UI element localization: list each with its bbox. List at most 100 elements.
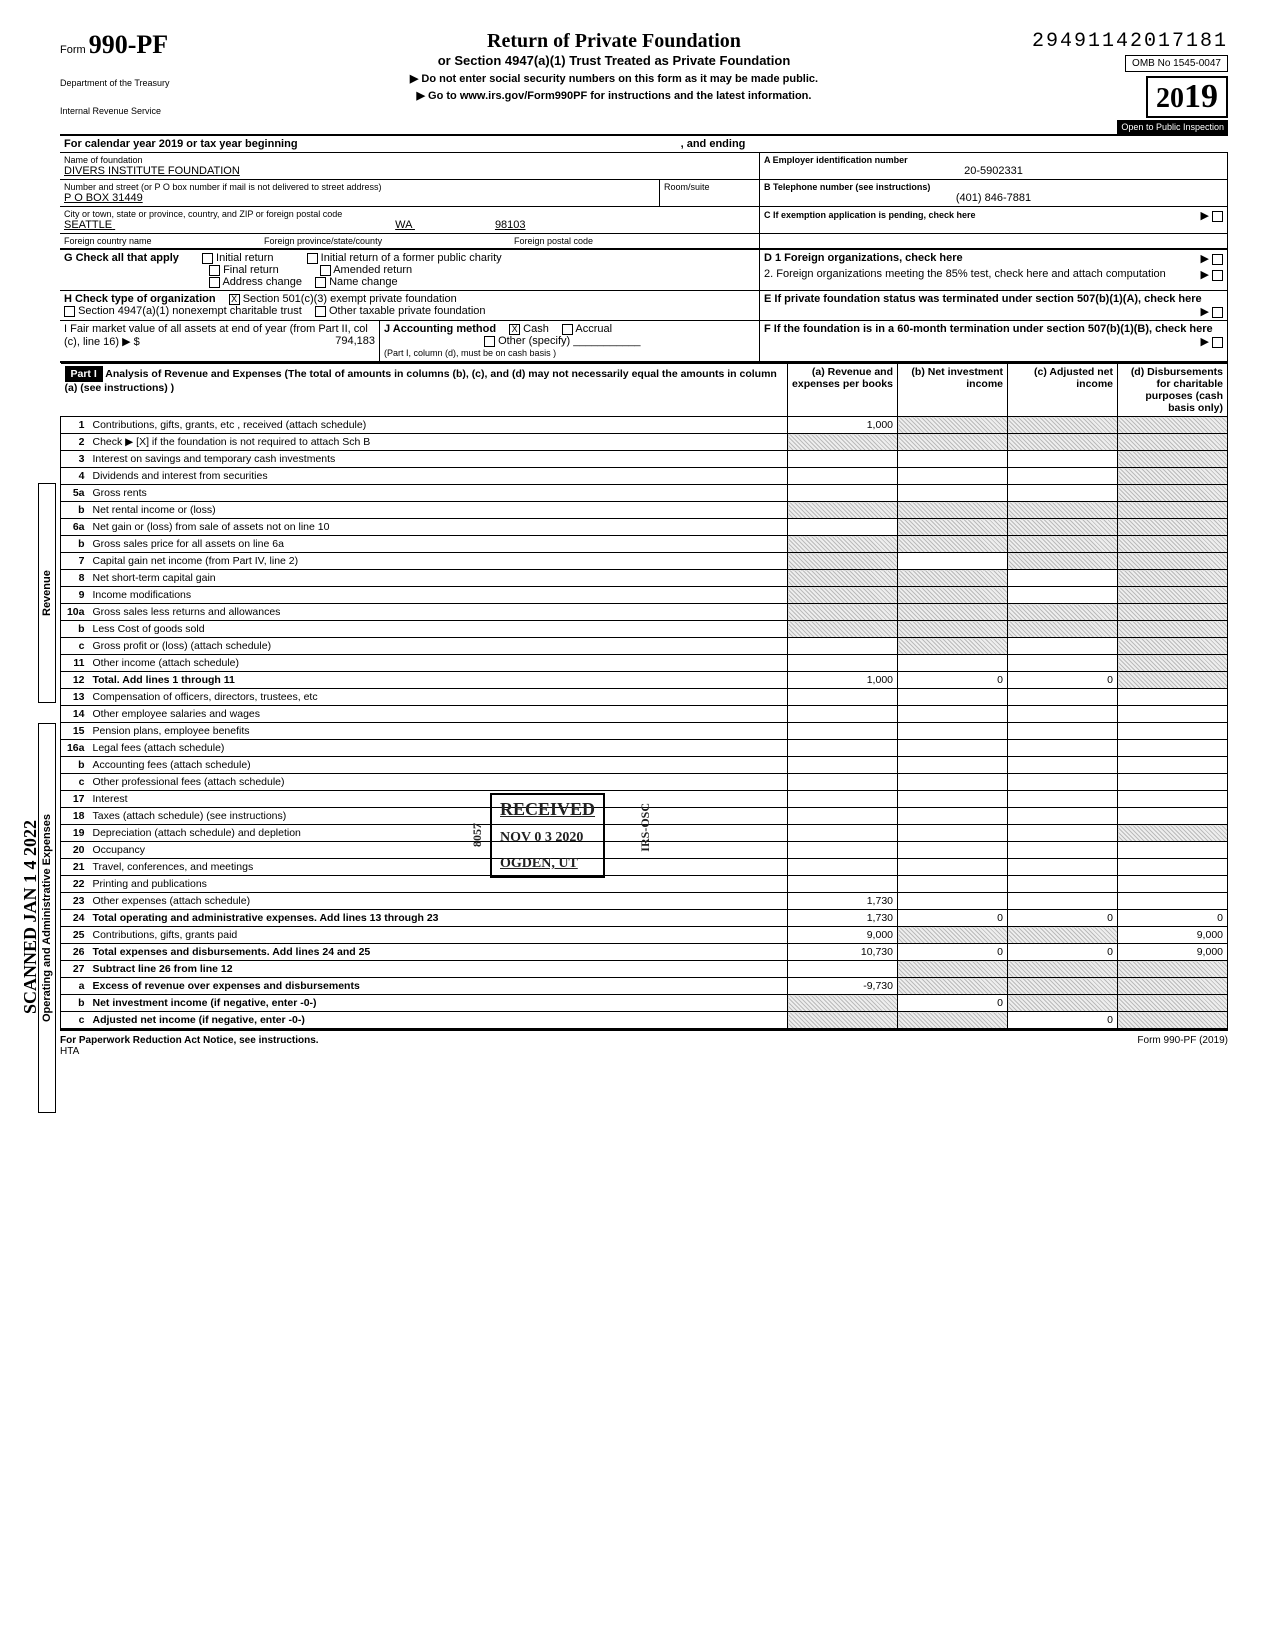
table-row: 10aGross sales less returns and allowanc… xyxy=(61,604,1228,621)
cell-value xyxy=(788,876,898,893)
revenue-label: Revenue xyxy=(38,483,56,703)
i-label: I Fair market value of all assets at end… xyxy=(64,323,368,348)
g-address-checkbox[interactable] xyxy=(209,277,220,288)
line-number: b xyxy=(61,502,89,519)
line-number: 6a xyxy=(61,519,89,536)
form-number: 990-PF xyxy=(89,30,168,59)
cell-value xyxy=(788,638,898,655)
cell-value xyxy=(788,859,898,876)
line-desc: Capital gain net income (from Part IV, l… xyxy=(89,553,788,570)
cell-value xyxy=(898,485,1008,502)
col-a-head: (a) Revenue and expenses per books xyxy=(788,364,898,417)
ein-label: A Employer identification number xyxy=(764,155,1223,165)
cell-value xyxy=(898,689,1008,706)
cell-value xyxy=(1008,825,1118,842)
cell-value: 0 xyxy=(1008,1012,1118,1029)
cell-value xyxy=(788,502,898,519)
f-checkbox[interactable] xyxy=(1212,337,1223,348)
cell-value xyxy=(1118,417,1228,434)
line-desc: Travel, conferences, and meetings xyxy=(89,859,788,876)
cell-value xyxy=(1008,434,1118,451)
main-title: Return of Private Foundation xyxy=(228,30,1000,53)
cell-value xyxy=(788,825,898,842)
g-final-checkbox[interactable] xyxy=(209,265,220,276)
line-number: c xyxy=(61,1012,89,1029)
cell-value xyxy=(1118,536,1228,553)
year-suffix: 19 xyxy=(1184,78,1218,115)
line-desc: Check ▶ [X] if the foundation is not req… xyxy=(89,434,788,451)
line-desc: Printing and publications xyxy=(89,876,788,893)
d2-label: 2. Foreign organizations meeting the 85%… xyxy=(764,268,1166,280)
tax-year: 2019 xyxy=(1146,76,1228,118)
table-row: 26Total expenses and disbursements. Add … xyxy=(61,944,1228,961)
d2-checkbox[interactable] xyxy=(1212,270,1223,281)
cell-value xyxy=(1008,927,1118,944)
cell-value xyxy=(1118,774,1228,791)
cell-value xyxy=(788,570,898,587)
d1-checkbox[interactable] xyxy=(1212,254,1223,265)
line-number: 21 xyxy=(61,859,89,876)
fmv-value: 794,183 xyxy=(335,335,375,347)
cell-value xyxy=(1008,842,1118,859)
cell-value xyxy=(898,451,1008,468)
table-row: 9Income modifications xyxy=(61,587,1228,604)
cell-value xyxy=(1008,689,1118,706)
cell-value xyxy=(788,587,898,604)
j-accrual-checkbox[interactable] xyxy=(562,324,573,335)
cell-value xyxy=(1118,570,1228,587)
j-other-checkbox[interactable] xyxy=(484,336,495,347)
line-desc: Less Cost of goods sold xyxy=(89,621,788,638)
line-desc: Gross sales price for all assets on line… xyxy=(89,536,788,553)
cell-value xyxy=(788,842,898,859)
c-checkbox[interactable] xyxy=(1212,211,1223,222)
g-name-checkbox[interactable] xyxy=(315,277,326,288)
info-grid-1: Name of foundation DIVERS INSTITUTE FOUN… xyxy=(60,153,1228,179)
cell-value xyxy=(898,570,1008,587)
g-opt-initial: Initial return xyxy=(216,252,273,264)
cell-value xyxy=(1118,706,1228,723)
title-block: Return of Private Foundation or Section … xyxy=(228,30,1000,102)
cell-value xyxy=(1118,791,1228,808)
line-desc: Compensation of officers, directors, tru… xyxy=(89,689,788,706)
line-number: b xyxy=(61,757,89,774)
cell-value xyxy=(1118,893,1228,910)
line-number: 17 xyxy=(61,791,89,808)
cell-value xyxy=(1008,859,1118,876)
cell-value: 0 xyxy=(1118,910,1228,927)
j-cash-checkbox[interactable] xyxy=(509,324,520,335)
part1-bar: Part I xyxy=(65,366,103,382)
line-desc: Total. Add lines 1 through 11 xyxy=(89,672,788,689)
street-address: P O BOX 31449 xyxy=(64,192,655,204)
dept-irs: Internal Revenue Service xyxy=(60,106,220,116)
cell-value xyxy=(898,842,1008,859)
table-row: 14Other employee salaries and wages xyxy=(61,706,1228,723)
cell-value: 1,730 xyxy=(788,910,898,927)
line-desc: Taxes (attach schedule) (see instruction… xyxy=(89,808,788,825)
section-h-e: H Check type of organization Section 501… xyxy=(60,291,1228,320)
h-4947-checkbox[interactable] xyxy=(64,306,75,317)
line-desc: Accounting fees (attach schedule) xyxy=(89,757,788,774)
h-501c3-checkbox[interactable] xyxy=(229,294,240,305)
g-initial-checkbox[interactable] xyxy=(202,253,213,264)
cell-value xyxy=(898,808,1008,825)
cell-value xyxy=(788,740,898,757)
city-label: City or town, state or province, country… xyxy=(64,209,755,219)
cell-value xyxy=(1008,808,1118,825)
info-grid-2: Number and street (or P O box number if … xyxy=(60,180,1228,206)
cell-value xyxy=(1008,740,1118,757)
line-number: 24 xyxy=(61,910,89,927)
foundation-name: DIVERS INSTITUTE FOUNDATION xyxy=(64,165,755,177)
cell-value xyxy=(1118,519,1228,536)
cell-value xyxy=(898,638,1008,655)
table-row: cGross profit or (loss) (attach schedule… xyxy=(61,638,1228,655)
table-row: cAdjusted net income (if negative, enter… xyxy=(61,1012,1228,1029)
g-initial-former-checkbox[interactable] xyxy=(307,253,318,264)
cell-value xyxy=(788,723,898,740)
e-checkbox[interactable] xyxy=(1212,307,1223,318)
cell-value xyxy=(1008,757,1118,774)
h-other-checkbox[interactable] xyxy=(315,306,326,317)
line-desc: Net short-term capital gain xyxy=(89,570,788,587)
table-row: 1Contributions, gifts, grants, etc , rec… xyxy=(61,417,1228,434)
cell-value xyxy=(1118,451,1228,468)
g-amended-checkbox[interactable] xyxy=(320,265,331,276)
